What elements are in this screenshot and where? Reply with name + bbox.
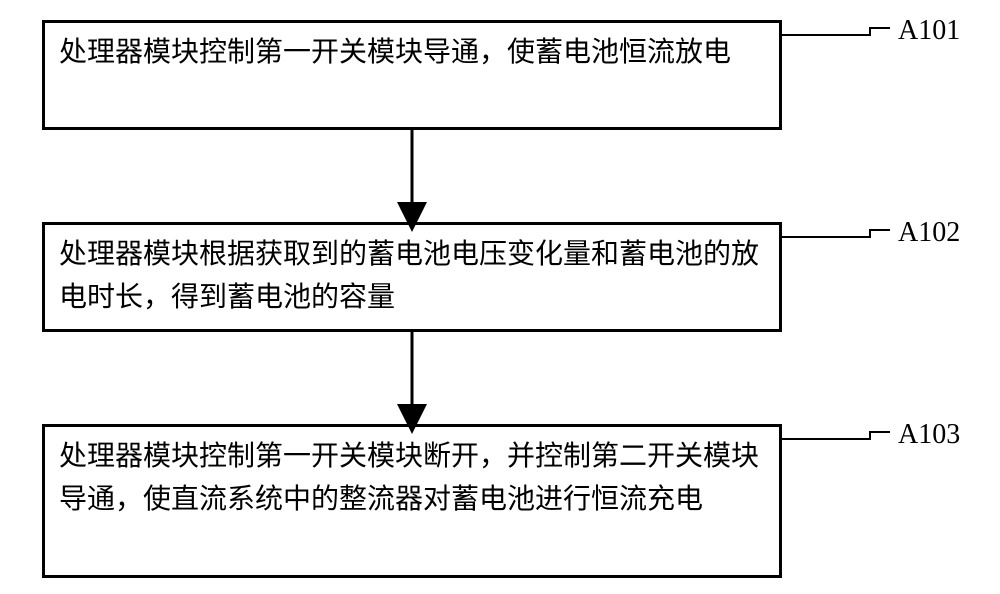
step-text: 处理器模块根据获取到的蓄电池电压变化量和蓄电池的放电时长，得到蓄电池的容量 xyxy=(59,233,765,320)
step-label-a102: A102 xyxy=(898,217,960,249)
step-box-a102: 处理器模块根据获取到的蓄电池电压变化量和蓄电池的放电时长，得到蓄电池的容量 xyxy=(42,222,782,332)
step-box-a101: 处理器模块控制第一开关模块导通，使蓄电池恒流放电 xyxy=(42,20,782,130)
step-label-a101: A101 xyxy=(898,15,960,47)
step-label-a103: A103 xyxy=(898,419,960,451)
step-box-a103: 处理器模块控制第一开关模块断开，并控制第二开关模块导通，使直流系统中的整流器对蓄… xyxy=(42,424,782,578)
flowchart-canvas: 处理器模块控制第一开关模块导通，使蓄电池恒流放电 处理器模块根据获取到的蓄电池电… xyxy=(0,0,1000,594)
step-text: 处理器模块控制第一开关模块导通，使蓄电池恒流放电 xyxy=(59,31,731,74)
step-text: 处理器模块控制第一开关模块断开，并控制第二开关模块导通，使直流系统中的整流器对蓄… xyxy=(59,435,765,522)
